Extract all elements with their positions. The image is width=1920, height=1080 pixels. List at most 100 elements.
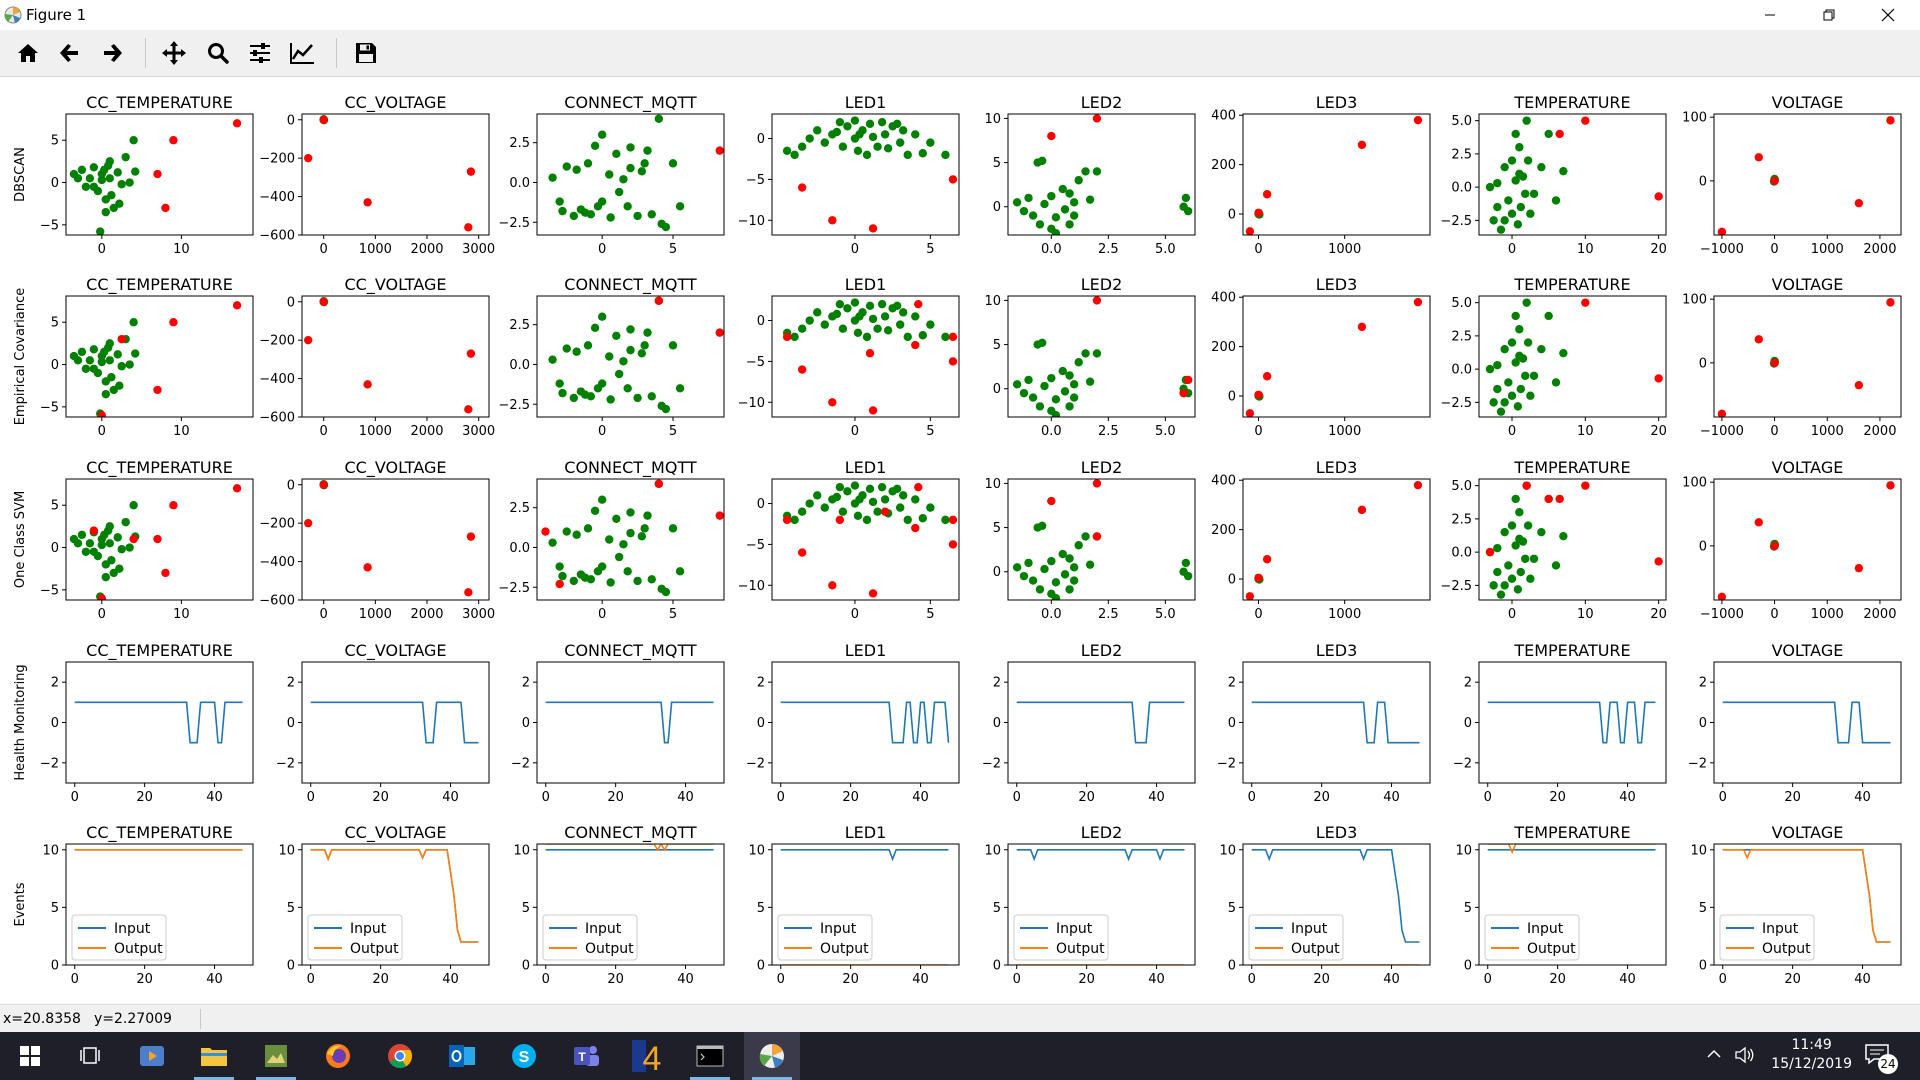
subplot-title: TEMPERATURE [1513,93,1630,112]
outlier-point [828,581,837,590]
inlier-point [1024,375,1033,385]
taskbar-chrome[interactable] [372,1032,428,1080]
taskbar-firefox[interactable] [310,1032,366,1080]
save-button[interactable] [350,37,382,69]
subplot-empirical-covariance-led3: 0 1000 0 200 400 LED3 [1211,275,1431,439]
y-tick-label: 0 [51,541,59,556]
x-tick-label: 20 [1549,972,1566,987]
y-tick-label: −2.5 [1440,214,1472,229]
outlier-point [466,532,476,541]
subplot-empirical-covariance-led2: 0.0 2.5 5.0 0 5 10 LED2 [984,275,1196,439]
inlier-point [1515,534,1524,544]
x-tick-label: 20 [372,972,389,987]
taskbar-figure-window[interactable] [744,1032,800,1080]
y-tick-label: 2.5 [1451,512,1472,527]
inlier-point [1507,574,1517,583]
outlier-point [1854,198,1864,208]
inlier-point [1511,311,1520,321]
inlier-point [623,384,632,393]
y-tick-label: 0 [1699,174,1707,189]
inlier-point [117,545,126,554]
y-tick-label: −5 [746,355,765,370]
outlier-point [948,515,958,525]
inlier-point [1559,348,1568,358]
x-tick-label: 0 [598,424,606,439]
volume-button[interactable] [1734,1045,1758,1067]
x-tick-label: 0 [1254,242,1262,257]
x-tick-label: 0.0 [1041,424,1062,439]
taskbar-image-viewer[interactable] [248,1032,304,1080]
inlier-point [121,517,130,527]
back-button[interactable] [54,37,86,69]
taskbar-clock[interactable]: 11:49 15/12/2019 [1771,1036,1852,1074]
subplot-dbscan-led2: 0.0 2.5 5.0 0 5 10 LED2 [984,93,1196,257]
inlier-point [675,202,685,211]
inlier-point [797,324,807,333]
inlier-point [97,357,107,367]
inlier-point [797,142,807,151]
taskbar-teams[interactable]: T [558,1032,614,1080]
legend-input-label: Input [1291,921,1328,937]
outlier-point [1254,390,1263,399]
inlier-point [1513,402,1523,411]
inlier-point [862,515,872,525]
notification-center-button[interactable]: 24 [1862,1040,1902,1074]
pan-button[interactable] [158,37,190,69]
close-button[interactable] [1859,0,1917,30]
taskbar-skype[interactable]: S [496,1032,552,1080]
taskbar-outlook[interactable] [434,1032,490,1080]
x-tick-label: 0 [1770,424,1778,439]
taskbar-terminal[interactable] [682,1032,738,1080]
inlier-point [1493,178,1502,188]
subplots-button[interactable] [244,37,276,69]
plot-area [782,481,958,598]
outlier-point [303,335,313,345]
zoom-button[interactable] [202,37,234,69]
forward-button[interactable] [96,37,128,69]
axes-frame [1007,113,1196,236]
y-tick-label: 2 [1699,676,1707,691]
x-tick-label: 0 [1508,242,1516,257]
y-tick-label: 0 [51,959,59,974]
restore-button[interactable] [1800,0,1858,30]
inlier-point [1521,371,1530,380]
outlier-point [169,136,178,145]
start-button[interactable] [2,1032,58,1080]
subplot-title: LED2 [1081,823,1123,842]
inlier-point [113,168,122,177]
inlier-point [1069,563,1079,572]
axes-edit-button[interactable] [286,37,318,69]
y-tick-label: 2.5 [509,501,530,516]
task-view-button[interactable] [62,1032,118,1080]
inlier-point [855,130,864,139]
inlier-point [899,308,908,317]
subplot-empirical-covariance-cc_temperature: 0 10 −5 0 5 CC_TEMPERATURE [40,275,254,439]
figure-svg[interactable]: DBSCAN Empirical Covariance One Class SVM H… [0,77,1920,1004]
home-button[interactable] [12,37,44,69]
taskbar-app-4[interactable]: 4 [620,1032,676,1080]
subplot-title: LED1 [845,458,887,477]
subplot-one-class-svm-led1: 0 5 −10 −5 0 LED1 [738,458,960,622]
axes-frame [536,295,725,418]
window-titlebar: Figure 1 [0,0,1920,30]
outlier-point [232,484,242,493]
inlier-point [1019,206,1029,216]
x-tick-label: 2000 [1863,242,1896,257]
subplot-title: LED1 [845,275,887,294]
taskbar-file-explorer[interactable] [186,1032,242,1080]
show-hidden-icons-button[interactable] [1706,1046,1726,1066]
x-tick-label: 5.0 [1155,607,1176,622]
inlier-point [590,141,600,151]
inlier-point [813,308,822,317]
y-tick-label: 2 [757,676,765,691]
x-tick-label: 1000 [1811,242,1844,257]
outlier-point [1254,208,1263,217]
inlier-point [1500,162,1509,172]
inlier-point [580,573,590,582]
taskbar-media-player[interactable] [124,1032,180,1080]
minimize-button[interactable] [1741,0,1799,30]
axes-frame [301,113,490,236]
inlier-point [569,576,579,586]
figure-canvas[interactable]: DBSCAN Empirical Covariance One Class SVM H… [0,77,1920,1004]
inlier-point [832,492,842,502]
